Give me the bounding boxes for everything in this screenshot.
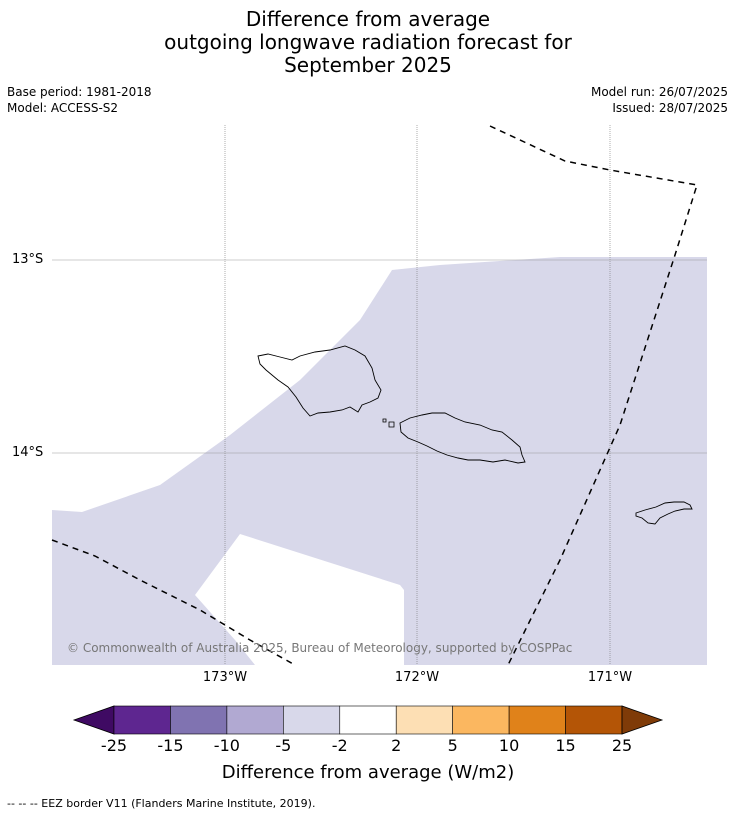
eez-border-southwest: [51, 539, 296, 666]
chart-title: Difference from average outgoing longwav…: [0, 8, 736, 77]
colorbar-extend-high: [621, 705, 664, 735]
colorbar-bin: [283, 705, 341, 735]
colorbar-bin: [226, 705, 284, 735]
colorbar-tick-label: 5: [447, 736, 458, 755]
colorbar-tick-label: 15: [555, 736, 576, 755]
base-period: Base period: 1981-2018: [7, 85, 152, 99]
colorbar-extend-low: [72, 705, 115, 735]
colorbar-label: Difference from average (W/m2): [221, 762, 515, 783]
lat-label-13s: 13°S: [12, 252, 44, 267]
eez-border-northeast: [489, 125, 698, 666]
colorbar-bin: [339, 705, 397, 735]
colorbar-tick-label: -5: [275, 736, 292, 755]
title-line-3: September 2025: [284, 53, 452, 77]
title-line-1: Difference from average: [245, 7, 491, 31]
colorbar-tick-label: -15: [157, 736, 184, 755]
issued-date: Issued: 28/07/2025: [612, 101, 728, 115]
copyright-text: © Commonwealth of Australia 2025, Bureau…: [67, 641, 573, 655]
colorbar-tick-label: -2: [331, 736, 348, 755]
model-name: Model: ACCESS-S2: [7, 101, 119, 115]
lon-label-171w: 171°W: [587, 670, 633, 685]
colorbar-tick-label: 10: [498, 736, 520, 755]
colorbar-tick-label: 2: [391, 736, 402, 755]
footnote-eez: -- -- -- EEZ border V11 (Flanders Marine…: [7, 797, 316, 810]
colorbar-bin: [113, 705, 171, 735]
islet-apolima: [388, 421, 395, 428]
colorbar-bin: [508, 705, 566, 735]
colorbar-bin: [170, 705, 228, 735]
colorbar-tick-label: 25: [611, 736, 633, 755]
colorbar-bin: [395, 705, 453, 735]
anomaly-fill-region: [52, 257, 707, 665]
colorbar-tick-label: -25: [100, 736, 128, 755]
lon-label-172w: 172°W: [394, 670, 440, 685]
lat-label-14s: 14°S: [12, 445, 44, 460]
island-tutuila: [635, 501, 693, 525]
island-upolu: [399, 412, 526, 464]
map-area: [51, 125, 707, 666]
islet-manono: [382, 418, 387, 423]
meta-left: Base period: 1981-2018 Model: ACCESS-S2: [7, 84, 152, 116]
colorbar-bin: [452, 705, 510, 735]
model-run: Model run: 26/07/2025: [590, 85, 728, 99]
colorbar-tick-label: -10: [213, 736, 240, 755]
meta-right: Model run: 26/07/2025 Issued: 28/07/2025: [591, 84, 728, 116]
island-savaii: [257, 345, 382, 417]
colorbar: [72, 705, 664, 735]
colorbar-bin: [565, 705, 623, 735]
title-line-2: outgoing longwave radiation forecast for: [164, 30, 572, 54]
lon-label-173w: 173°W: [202, 670, 248, 685]
